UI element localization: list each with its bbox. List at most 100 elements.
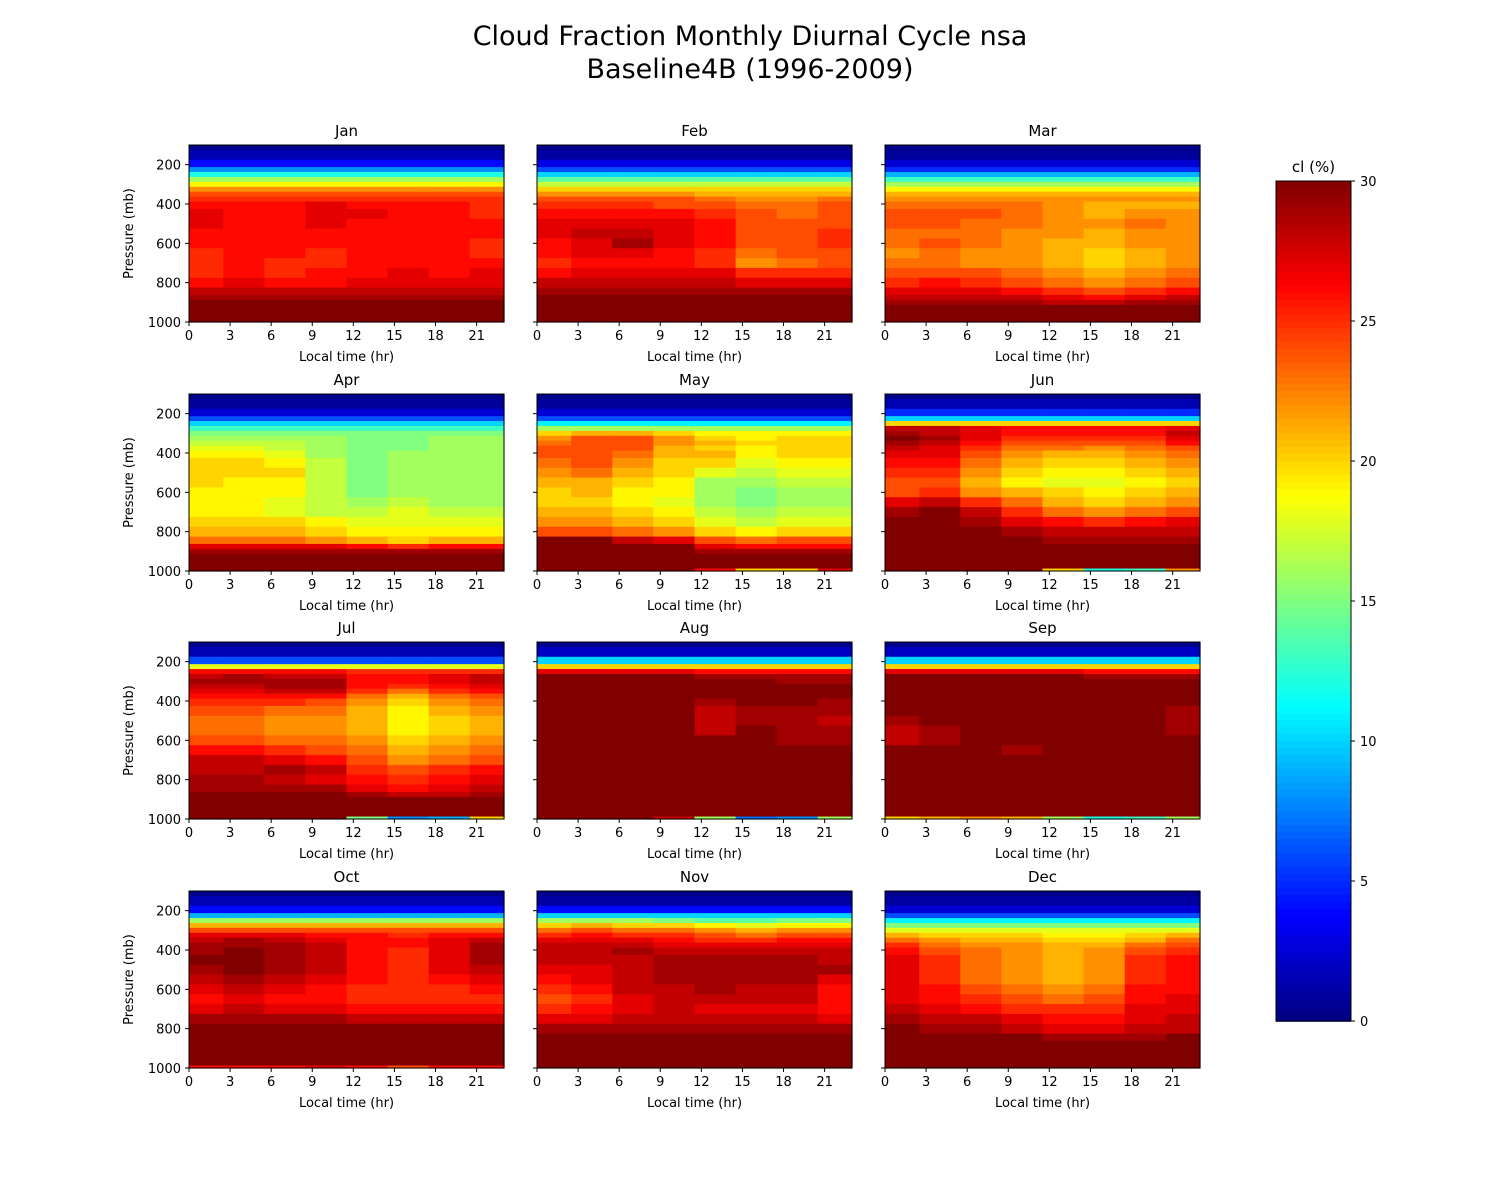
heatmap-cell xyxy=(735,191,778,198)
heatmap-cell xyxy=(653,440,696,447)
colorbar-segment xyxy=(1276,734,1351,742)
heatmap-cell xyxy=(694,299,737,306)
heatmap-cell xyxy=(1001,1033,1044,1042)
heatmap-cell xyxy=(1001,994,1044,1005)
heatmap-cell xyxy=(776,735,819,746)
heatmap-cell xyxy=(469,715,505,727)
heatmap-cell xyxy=(612,715,655,727)
heatmap-cell xyxy=(387,145,430,151)
heatmap-cell xyxy=(305,421,348,427)
heatmap-cell xyxy=(469,553,505,560)
heatmap-cell xyxy=(1124,430,1167,437)
heatmap-cell xyxy=(694,1033,737,1042)
heatmap-cell xyxy=(346,646,389,658)
heatmap-cell xyxy=(960,319,1003,323)
heatmap-cell xyxy=(694,394,737,400)
heatmap-cell xyxy=(469,238,505,249)
heatmap-cell xyxy=(469,801,505,808)
heatmap-cell xyxy=(223,806,265,813)
heatmap-cell xyxy=(1124,319,1167,323)
colorbar-segment xyxy=(1276,615,1351,623)
heatmap-cell xyxy=(960,553,1003,560)
heatmap-cell xyxy=(223,553,265,560)
heatmap-cell xyxy=(264,294,307,301)
colorbar-segment xyxy=(1276,832,1351,840)
heatmap-cell xyxy=(469,287,505,296)
plot-frame xyxy=(536,393,853,572)
heatmap-cell xyxy=(694,467,737,479)
heatmap-cell xyxy=(1165,228,1201,240)
heatmap-cell xyxy=(305,553,348,560)
heatmap-cell xyxy=(571,248,613,259)
heatmap-cell xyxy=(735,927,778,934)
heatmap-cell xyxy=(885,656,920,665)
heatmap-cell xyxy=(571,568,613,572)
heatmap-cell xyxy=(264,811,307,818)
heatmap-cell xyxy=(264,238,307,249)
heatmap-cell xyxy=(305,477,348,489)
heatmap-cell xyxy=(305,715,348,727)
heatmap-cell xyxy=(1124,563,1167,570)
heatmap-cell xyxy=(1042,228,1085,240)
heatmap-cell xyxy=(537,705,572,717)
y-tick-label: 1000 xyxy=(148,565,181,580)
heatmap-cell xyxy=(305,673,348,680)
heatmap-cell xyxy=(919,698,961,707)
heatmap-cell xyxy=(1042,467,1085,479)
colorbar-segment xyxy=(1276,384,1351,392)
heatmap-cell xyxy=(885,445,920,452)
heatmap-cell xyxy=(612,553,655,560)
heatmap-cell xyxy=(537,277,572,289)
heatmap-cell xyxy=(428,816,471,820)
heatmap-cell xyxy=(694,145,737,151)
heatmap-cell xyxy=(653,507,696,518)
heatmap-cell xyxy=(1083,176,1126,183)
heatmap-cell xyxy=(1165,806,1201,813)
colorbar-segment xyxy=(1276,482,1351,490)
x-tick-label: 18 xyxy=(775,329,792,344)
heatmap-cell xyxy=(469,755,505,766)
heatmap-cell xyxy=(346,248,389,259)
heatmap-cell xyxy=(264,477,307,489)
heatmap-cell xyxy=(305,218,348,230)
heatmap-cell xyxy=(1165,801,1201,808)
heatmap-cell xyxy=(1124,705,1167,717)
heatmap-cell xyxy=(1124,1013,1167,1025)
colorbar-segment xyxy=(1276,720,1351,728)
heatmap-cell xyxy=(469,421,505,427)
heatmap-cell xyxy=(189,932,224,939)
heatmap-cell xyxy=(571,548,613,555)
heatmap-cell xyxy=(223,201,265,210)
heatmap-cell xyxy=(885,181,920,188)
heatmap-cell xyxy=(571,445,613,452)
heatmap-cell xyxy=(735,558,778,565)
heatmap-cell xyxy=(1001,394,1044,400)
heatmap-cell xyxy=(387,416,430,422)
heatmap-cell xyxy=(612,974,655,986)
heatmap-cell xyxy=(919,646,961,658)
heatmap-cell xyxy=(817,891,853,897)
heatmap-cell xyxy=(469,435,505,442)
x-tick-label: 3 xyxy=(226,578,234,593)
heatmap-cell xyxy=(346,516,389,528)
heatmap-cell xyxy=(1165,430,1201,437)
heatmap-cell xyxy=(1042,309,1085,316)
heatmap-cell xyxy=(1165,568,1201,572)
heatmap-cell xyxy=(1083,416,1126,422)
heatmap-cell xyxy=(264,277,307,289)
heatmap-cell xyxy=(1124,764,1167,776)
heatmap-cell xyxy=(885,755,920,766)
heatmap-cell xyxy=(1083,543,1126,550)
heatmap-cell xyxy=(223,964,265,976)
x-tick-label: 3 xyxy=(922,578,930,593)
heatmap-cell xyxy=(653,553,696,560)
heatmap-cell xyxy=(1165,735,1201,746)
colorbar-segment xyxy=(1276,307,1351,315)
heatmap-cell xyxy=(469,299,505,306)
heatmap-cell xyxy=(612,1033,655,1042)
heatmap-cell xyxy=(428,287,471,296)
heatmap-cell xyxy=(1083,304,1126,311)
heatmap-cell xyxy=(885,398,920,410)
